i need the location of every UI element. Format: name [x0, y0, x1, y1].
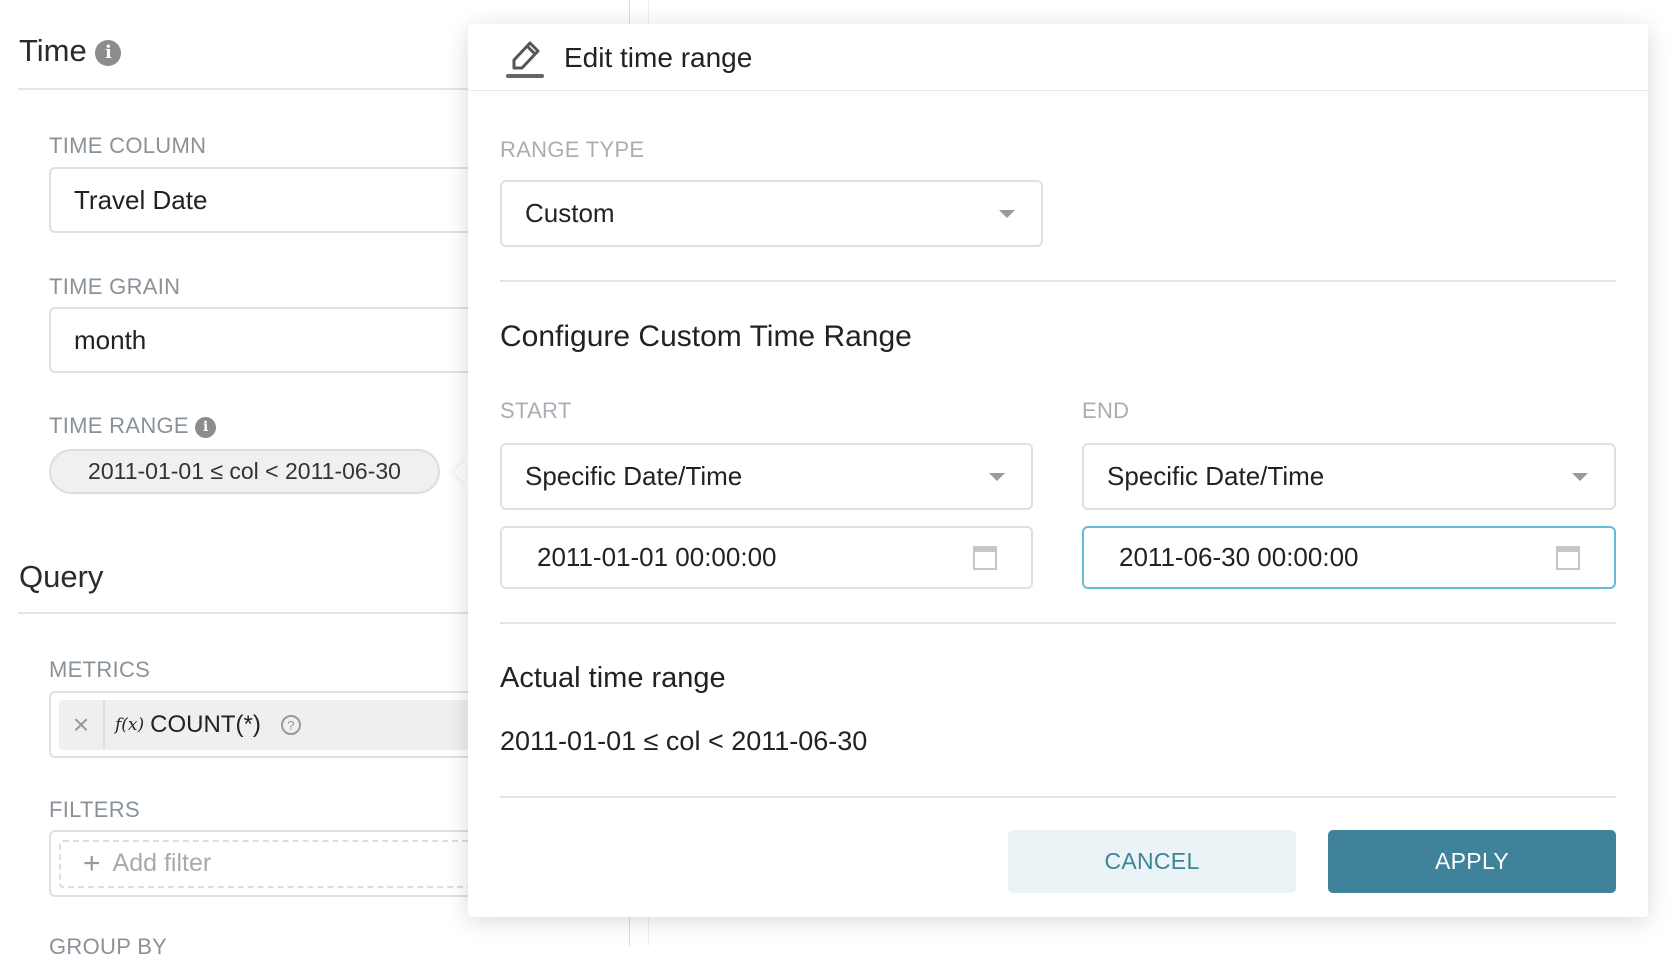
- actual-range-value: 2011-01-01 ≤ col < 2011-06-30: [500, 726, 868, 756]
- start-date-input[interactable]: 2011-01-01 00:00:00: [500, 526, 1033, 589]
- start-mode-value: Specific Date/Time: [525, 461, 743, 491]
- configure-title: Configure Custom Time Range: [500, 320, 912, 353]
- calendar-icon[interactable]: [973, 545, 997, 570]
- divider: [18, 612, 468, 614]
- time-section-title: Time i: [19, 33, 122, 69]
- actual-range-title: Actual time range: [500, 662, 726, 694]
- help-icon[interactable]: ?: [280, 714, 301, 735]
- divider: [500, 796, 1616, 798]
- filters-label: FILTERS: [49, 797, 140, 822]
- edit-time-range-popover: Edit time range RANGE TYPE Custom Config…: [468, 24, 1648, 917]
- divider: [18, 88, 468, 90]
- range-type-label: RANGE TYPE: [500, 137, 645, 162]
- chevron-down-icon: [999, 209, 1015, 218]
- time-column-label: TIME COLUMN: [49, 133, 207, 158]
- add-filter-button[interactable]: + Add filter: [59, 839, 487, 888]
- popover-title: Edit time range: [564, 42, 753, 73]
- end-label: END: [1082, 398, 1130, 423]
- group-by-label: GROUP BY: [49, 934, 168, 959]
- cancel-button[interactable]: CANCEL: [1008, 830, 1296, 893]
- add-filter-text: Add filter: [112, 849, 212, 877]
- metrics-box[interactable]: × f(x) COUNT(*) ?: [49, 691, 489, 758]
- time-grain-select[interactable]: month: [49, 307, 489, 373]
- pencil-icon: [506, 41, 544, 78]
- metrics-label: METRICS: [49, 657, 151, 682]
- metric-chip[interactable]: × f(x) COUNT(*) ?: [59, 699, 487, 750]
- start-date-value: 2011-01-01 00:00:00: [537, 542, 777, 572]
- fx-icon: f(x): [115, 714, 145, 735]
- end-mode-value: Specific Date/Time: [1107, 461, 1325, 491]
- filters-box: + Add filter: [49, 830, 489, 897]
- calendar-icon[interactable]: [1556, 545, 1580, 570]
- info-icon[interactable]: i: [195, 416, 217, 438]
- end-date-input[interactable]: 2011-06-30 00:00:00: [1082, 526, 1616, 589]
- time-range-pill[interactable]: 2011-01-01 ≤ col < 2011-06-30: [49, 449, 440, 494]
- apply-button[interactable]: APPLY: [1328, 830, 1616, 893]
- start-label: START: [500, 398, 572, 423]
- query-section-title: Query: [19, 559, 104, 594]
- time-range-label-text: TIME RANGE: [49, 413, 189, 438]
- range-type-select[interactable]: Custom: [500, 180, 1043, 247]
- time-title-text: Time: [19, 33, 87, 68]
- divider: [500, 622, 1616, 624]
- divider: [500, 280, 1616, 282]
- time-grain-label: TIME GRAIN: [49, 274, 181, 299]
- metric-name: COUNT(*): [150, 710, 261, 738]
- end-mode-select[interactable]: Specific Date/Time: [1082, 443, 1616, 510]
- chevron-down-icon: [989, 472, 1005, 481]
- range-type-value: Custom: [525, 198, 615, 228]
- start-mode-select[interactable]: Specific Date/Time: [500, 443, 1033, 510]
- end-date-value: 2011-06-30 00:00:00: [1119, 542, 1359, 572]
- remove-metric-icon[interactable]: ×: [59, 699, 105, 750]
- time-range-label: TIME RANGE i: [49, 413, 217, 439]
- chevron-down-icon: [1572, 472, 1588, 481]
- plus-icon: +: [83, 846, 101, 880]
- divider: [468, 90, 1648, 91]
- info-icon[interactable]: i: [95, 39, 122, 66]
- time-column-select[interactable]: Travel Date: [49, 167, 489, 233]
